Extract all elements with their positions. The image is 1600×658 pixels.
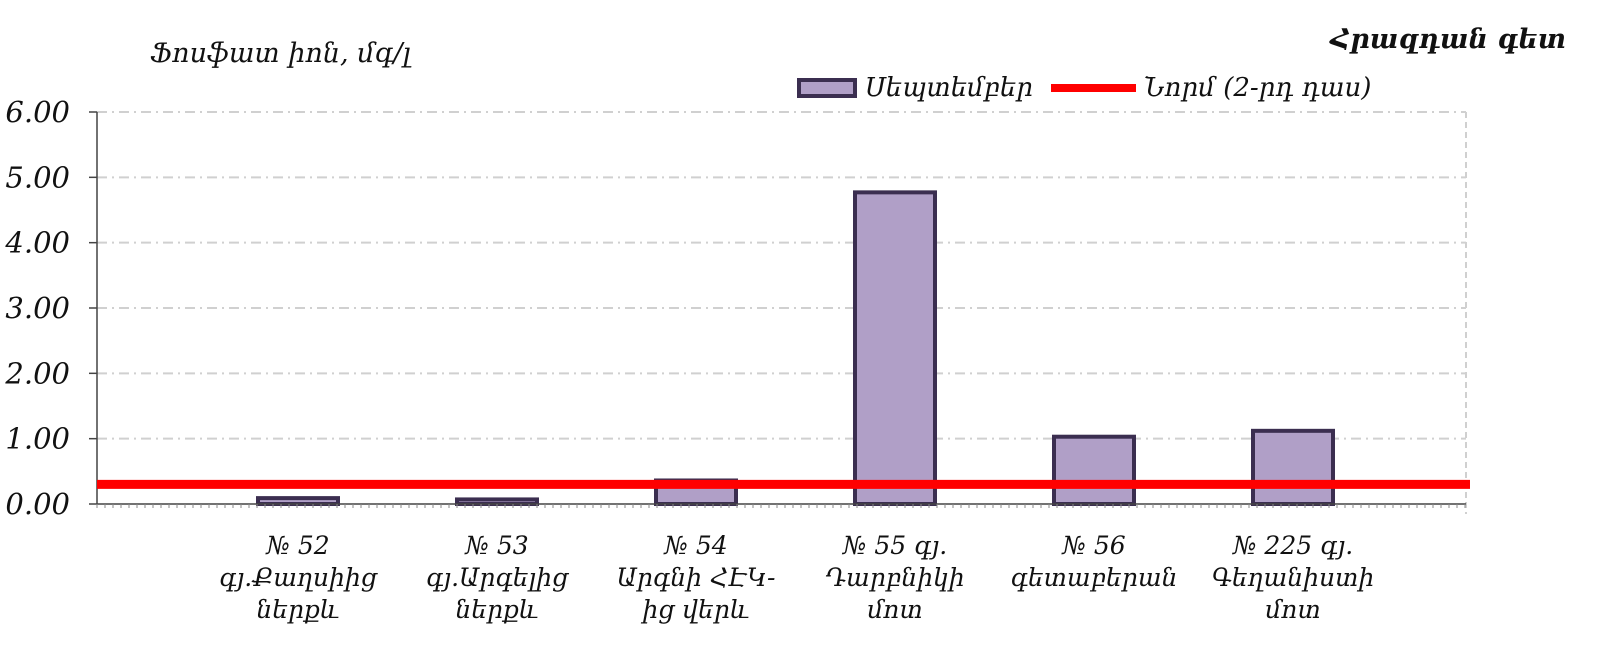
legend-line-swatch — [1050, 84, 1136, 92]
chart-title: Հրազդան գետ — [1330, 24, 1566, 55]
legend-bar-swatch — [797, 78, 857, 98]
legend-line-label: Նորմ (2-րդ դաս) — [1143, 73, 1372, 103]
y-tick-label: 5.00 — [5, 160, 70, 194]
x-tick-label-line: գյ.Արգելից — [425, 563, 569, 592]
bar — [853, 190, 937, 507]
x-tick-label-line: № 225 գյ. — [1232, 531, 1354, 560]
y-tick-label: 6.00 — [5, 95, 70, 129]
x-tick-label: № 54 Արգնի ՀԷԿ-ից վերև — [611, 530, 781, 626]
legend-bar-label: Սեպտեմբեր — [865, 73, 1033, 103]
x-tick-label-line: ներքև — [256, 595, 340, 624]
x-tick-label-line: № 52 — [266, 531, 330, 560]
x-tick-label: № 53 գյ.Արգելից ներքև — [412, 530, 582, 626]
x-tick-label-line: ից վերև — [642, 595, 750, 624]
x-tick-label-line: Դարբնիկի — [825, 563, 965, 592]
y-tick-label: 1.00 — [5, 422, 70, 456]
x-tick-label: № 52 գյ.Քաղսիից ներքև — [213, 530, 383, 626]
bar — [256, 496, 340, 506]
bar — [1251, 428, 1335, 506]
x-tick-label-line: № 53 — [465, 531, 529, 560]
x-tick-label-line: մոտ — [1265, 595, 1321, 624]
x-tick-label: № 225 գյ. Գեղանիստի մոտ — [1208, 530, 1378, 626]
x-tick-label-line: № 55 գյ. — [842, 531, 948, 560]
y-tick-label: 2.00 — [4, 356, 70, 390]
x-tick-label: № 55 գյ. Դարբնիկի մոտ — [810, 530, 980, 626]
bar — [1052, 434, 1136, 506]
x-tick-label-line: Գեղանիստի — [1211, 563, 1375, 592]
y-axis-label: Ֆոսֆատ իոն, մգ/լ — [150, 38, 411, 69]
x-tick-label-line: գետաբերան — [1010, 563, 1178, 592]
x-tick-label-line: Արգնի ՀԷԿ- — [616, 563, 776, 592]
y-tick-label: 4.00 — [4, 226, 70, 260]
x-tick-label-line: գյ.Քաղսիից — [219, 563, 377, 592]
x-tick-label-line: մոտ — [867, 595, 923, 624]
x-tick-label-line: № 54 — [664, 531, 728, 560]
y-tick-label: 3.00 — [5, 291, 70, 325]
y-tick-label: 0.00 — [5, 487, 70, 521]
x-tick-label-line — [1009, 594, 1179, 626]
x-tick-label-line: № 56 — [1062, 531, 1126, 560]
x-tick-label: № 56 գետաբերան — [1009, 530, 1179, 626]
legend: Սեպտեմբեր Նորմ (2-րդ դաս) — [797, 72, 1371, 104]
x-tick-label-line: ներքև — [455, 595, 539, 624]
